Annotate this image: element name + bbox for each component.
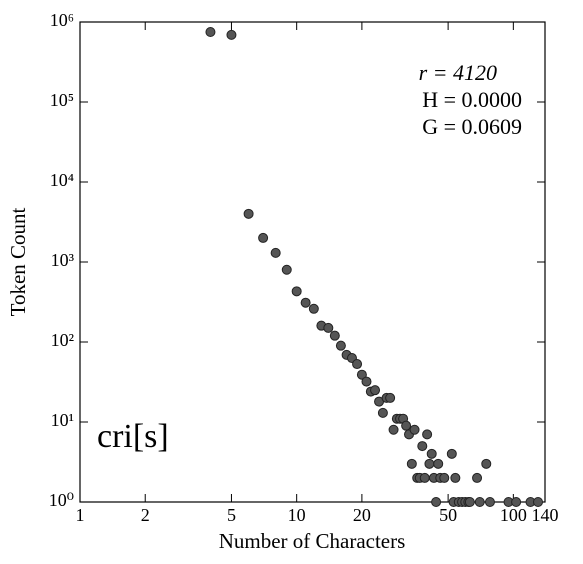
annotation: G = 0.0609	[422, 114, 522, 139]
point	[356, 369, 367, 380]
point	[422, 429, 433, 440]
point	[511, 497, 522, 507]
y-tick-label: 10⁵	[50, 90, 74, 110]
y-tick-label: 10³	[51, 250, 75, 270]
x-tick-label: 100	[500, 505, 527, 525]
point	[484, 497, 495, 507]
point	[433, 458, 444, 469]
y-tick-label: 10²	[51, 330, 74, 350]
point	[417, 441, 428, 452]
point	[352, 359, 363, 370]
point	[481, 458, 492, 469]
x-tick-label: 5	[227, 505, 236, 525]
point	[406, 458, 417, 469]
point	[464, 497, 475, 507]
point	[426, 448, 437, 459]
point	[439, 472, 450, 483]
point	[281, 264, 292, 275]
point	[431, 497, 442, 507]
annotation: r = 4120	[419, 60, 497, 85]
annotation: H = 0.0000	[422, 87, 522, 112]
y-tick-label: 10¹	[51, 410, 74, 430]
y-axis-label: Token Count	[6, 207, 30, 316]
point	[385, 392, 396, 403]
point	[323, 322, 334, 333]
y-tick-label: 10⁴	[50, 170, 74, 190]
point	[205, 26, 216, 37]
x-axis-label: Number of Characters	[219, 529, 406, 553]
point	[388, 424, 399, 435]
x-tick-label: 50	[439, 505, 457, 525]
point	[329, 330, 340, 341]
point	[291, 286, 302, 297]
point	[409, 424, 420, 435]
point	[474, 497, 485, 507]
point	[335, 340, 346, 351]
point	[424, 458, 435, 469]
point	[243, 208, 254, 219]
point	[450, 472, 461, 483]
point	[377, 407, 388, 418]
y-tick-label: 10⁶	[50, 10, 74, 30]
point	[226, 29, 237, 40]
x-tick-label: 1	[76, 505, 85, 525]
x-tick-label: 20	[353, 505, 371, 525]
point	[300, 297, 311, 308]
x-tick-label: 2	[141, 505, 150, 525]
point	[419, 472, 430, 483]
x-tick-label: 140	[532, 505, 559, 525]
point	[446, 448, 457, 459]
chart-label: cri[s]	[97, 418, 169, 455]
point	[308, 303, 319, 314]
point	[370, 385, 381, 396]
x-tick-label: 10	[288, 505, 306, 525]
point	[472, 472, 483, 483]
y-tick-label: 10⁰	[49, 490, 74, 510]
point	[361, 376, 372, 387]
point	[258, 232, 269, 243]
point	[401, 420, 412, 431]
point	[270, 247, 281, 258]
point	[533, 497, 544, 507]
